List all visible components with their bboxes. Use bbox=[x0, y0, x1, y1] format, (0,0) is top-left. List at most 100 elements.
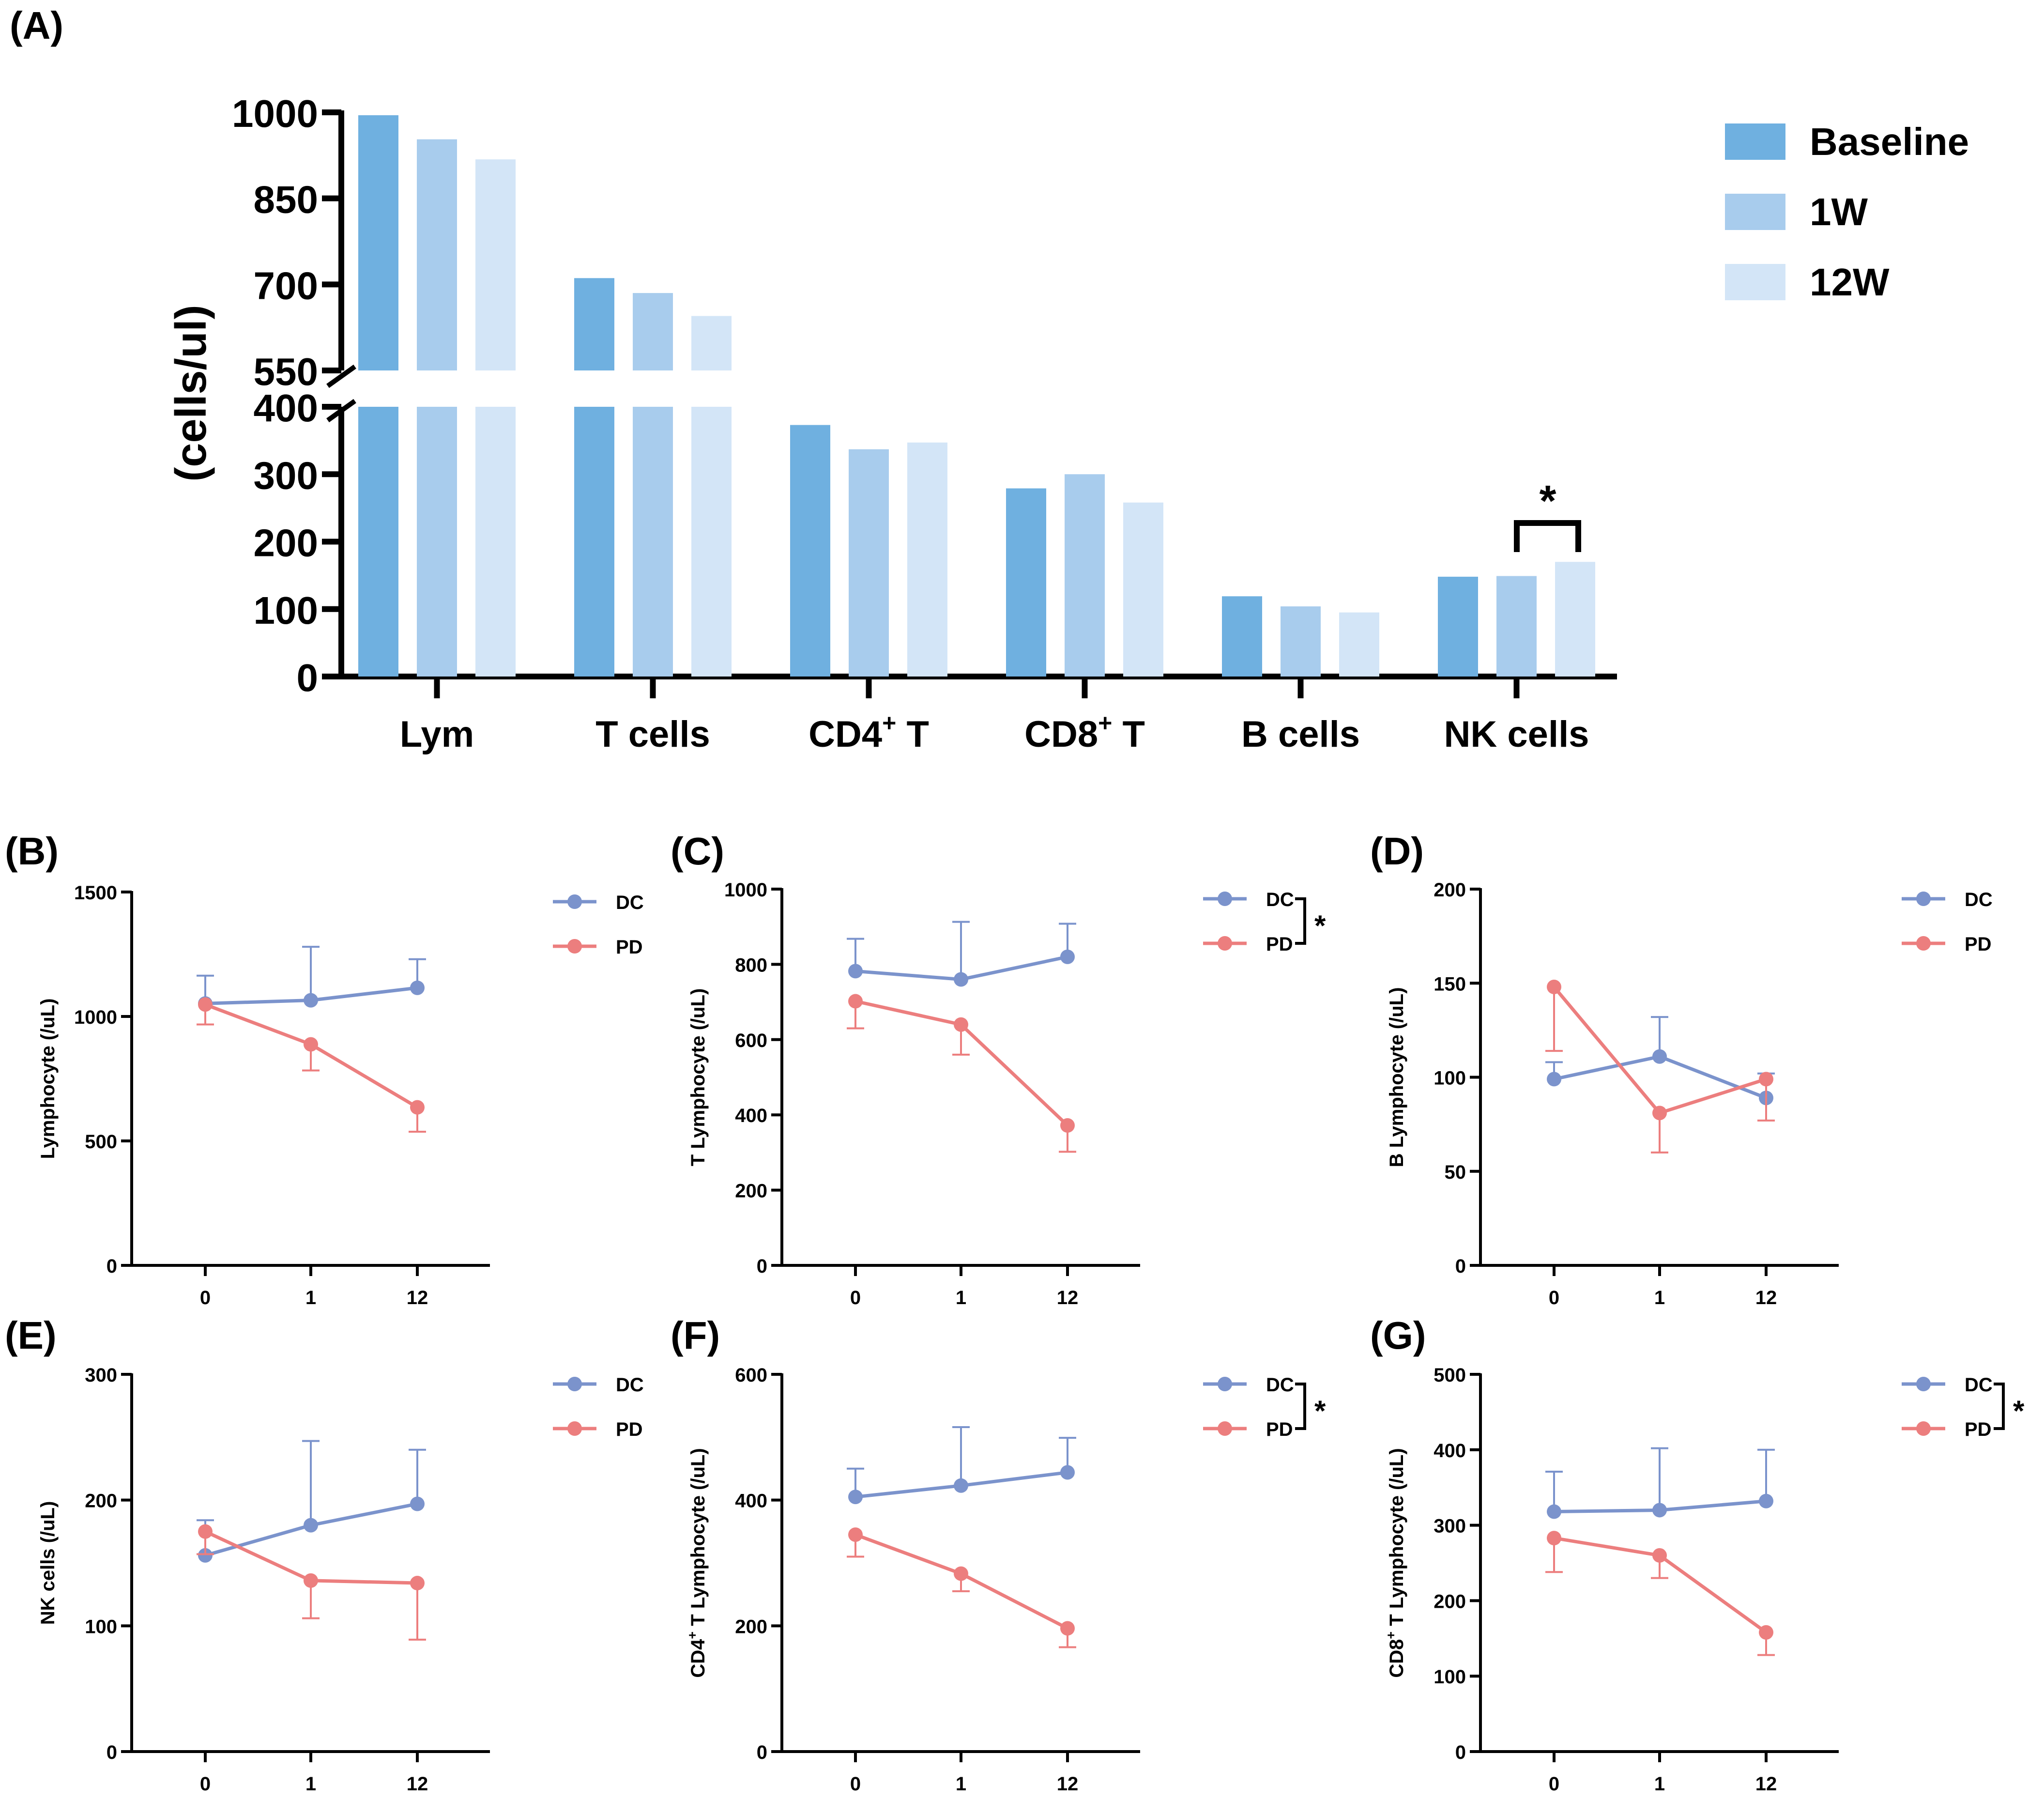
panel-label: (D) bbox=[1370, 830, 1424, 873]
y-tick-label: 0 bbox=[297, 656, 319, 699]
bar-1w-0-lower bbox=[417, 407, 457, 677]
panel-g-line-chart: (G) 0 100 200 300 400 500 0 1 12 CD8+ T Lymphocyte… bbox=[1370, 1314, 2025, 1795]
data-point bbox=[1060, 949, 1075, 964]
data-point bbox=[1652, 1503, 1667, 1518]
bracket-line bbox=[1514, 520, 1581, 552]
y-label-suffix: T Lymphocyte (/uL) bbox=[687, 1448, 709, 1631]
x-label-suffix: T bbox=[896, 714, 929, 755]
x-tick-label: 1 bbox=[956, 1773, 966, 1795]
y-tick-label: 150 bbox=[1434, 973, 1466, 995]
y-tick-label: 0 bbox=[107, 1256, 117, 1277]
data-point bbox=[1060, 1465, 1075, 1480]
legend-label-baseline: Baseline bbox=[1810, 120, 1969, 163]
data-point bbox=[1652, 1106, 1667, 1121]
legend-label-dc: DC bbox=[1266, 889, 1294, 910]
panel-b-line-chart: (B) 0 500 1000 1500 0 1 12 Lymphocyte (/uL) DC PD bbox=[5, 830, 644, 1308]
significance-star: * bbox=[1314, 1395, 1326, 1427]
data-point bbox=[954, 1566, 968, 1581]
x-label-sup: + bbox=[1098, 709, 1112, 737]
x-label-main: NK cells bbox=[1444, 714, 1589, 755]
data-point bbox=[304, 1518, 318, 1533]
x-tick-label-3: CD8+ T bbox=[1024, 709, 1145, 755]
bar-baseline-2 bbox=[790, 425, 830, 677]
data-point bbox=[1060, 1118, 1075, 1133]
bar-12w-5 bbox=[1555, 562, 1595, 677]
legend-label-dc: DC bbox=[1965, 1374, 1993, 1396]
panel-f-line-chart: (F) 0 200 400 600 0 1 12 CD4+ T Lymphocyte (/uL)… bbox=[671, 1314, 1326, 1795]
x-tick-label: 12 bbox=[1057, 1773, 1079, 1795]
legend-label-pd: PD bbox=[616, 937, 643, 958]
panel-a-bars bbox=[358, 115, 1595, 677]
x-tick-label: 12 bbox=[407, 1773, 428, 1795]
x-label-main: CD8 bbox=[1024, 714, 1098, 755]
panel-label: (G) bbox=[1370, 1314, 1426, 1357]
series-dc bbox=[847, 1426, 1076, 1505]
significance-star: * bbox=[1314, 909, 1326, 942]
y-tick-label: 1000 bbox=[232, 92, 318, 135]
legend-marker-pd bbox=[567, 939, 582, 954]
legend-marker-pd bbox=[1916, 1421, 1931, 1436]
legend-swatch-1w bbox=[1725, 194, 1785, 230]
legend-label-pd: PD bbox=[1266, 934, 1293, 955]
y-tick-label: 800 bbox=[735, 954, 767, 976]
data-point bbox=[1759, 1493, 1773, 1508]
x-tick-label: 1 bbox=[1654, 1773, 1665, 1795]
legend-swatch-12w bbox=[1725, 264, 1785, 300]
y-tick-label: 200 bbox=[85, 1491, 117, 1512]
panel-e-line-chart: (E) 0 100 200 300 0 1 12 NK cells (/uL) DC PD bbox=[5, 1314, 644, 1795]
bar-baseline-0-upper bbox=[358, 115, 398, 370]
bar-baseline-0-lower bbox=[358, 407, 398, 677]
data-point bbox=[1759, 1625, 1773, 1640]
y-tick-label: 0 bbox=[1455, 1256, 1466, 1277]
data-point bbox=[198, 1548, 213, 1563]
legend-marker-dc bbox=[1916, 1377, 1931, 1391]
y-tick-label: 0 bbox=[107, 1742, 117, 1763]
bar-12w-0-upper bbox=[475, 159, 516, 370]
series-pd bbox=[847, 1527, 1076, 1648]
y-tick-label: 400 bbox=[254, 386, 318, 430]
y-tick-label: 100 bbox=[85, 1616, 117, 1637]
legend-marker-pd bbox=[1916, 936, 1931, 951]
legend-swatch-baseline bbox=[1725, 123, 1785, 160]
data-point bbox=[848, 964, 863, 979]
x-tick-label-1: T cells bbox=[595, 714, 710, 755]
x-label-main: CD4 bbox=[808, 714, 882, 755]
y-tick-label: 700 bbox=[254, 264, 318, 307]
x-tick-label-4: B cells bbox=[1241, 714, 1360, 755]
axis-break-mark bbox=[326, 364, 356, 388]
data-point bbox=[954, 972, 968, 987]
legend-label-dc: DC bbox=[616, 1374, 644, 1396]
x-label-main: B cells bbox=[1241, 714, 1360, 755]
bar-1w-1-lower bbox=[633, 407, 673, 677]
y-tick-label: 100 bbox=[1434, 1666, 1466, 1688]
panel-a-legend: Baseline 1W 12W bbox=[1725, 120, 1969, 304]
significance-bracket bbox=[1295, 897, 1306, 945]
y-label-main: CD4 bbox=[687, 1639, 709, 1678]
x-tick-label: 0 bbox=[850, 1773, 861, 1795]
data-point bbox=[848, 994, 863, 1009]
y-axis-label: B Lymphocyte (/uL) bbox=[1386, 987, 1407, 1168]
legend-marker-dc bbox=[567, 1377, 582, 1391]
x-tick-label-2: CD4+ T bbox=[808, 709, 929, 755]
y-label-sup: + bbox=[1384, 1631, 1398, 1639]
x-tick-label-0: Lym bbox=[400, 714, 474, 755]
x-tick-label: 0 bbox=[1549, 1773, 1559, 1795]
y-tick-label: 850 bbox=[254, 178, 318, 221]
data-point bbox=[1547, 980, 1561, 995]
legend-marker-pd bbox=[567, 1421, 582, 1436]
bar-12w-1-upper bbox=[691, 316, 732, 370]
legend-marker-dc bbox=[567, 894, 582, 909]
series-pd bbox=[197, 1524, 426, 1641]
significance-bracket-nk: * bbox=[1514, 477, 1581, 552]
series-pd bbox=[197, 997, 426, 1133]
panel-d-line-chart: (D) 0 50 100 150 200 0 1 12 B Lymphocyte (/uL) DC P… bbox=[1370, 830, 1993, 1308]
y-tick-label: 200 bbox=[1434, 879, 1466, 901]
y-tick-label: 200 bbox=[735, 1616, 767, 1637]
data-point bbox=[1060, 1621, 1075, 1636]
data-point bbox=[954, 1017, 968, 1032]
y-axis-label: NK cells (/uL) bbox=[37, 1501, 59, 1625]
y-axis-label: CD4+ T Lymphocyte (/uL) bbox=[685, 1448, 709, 1677]
